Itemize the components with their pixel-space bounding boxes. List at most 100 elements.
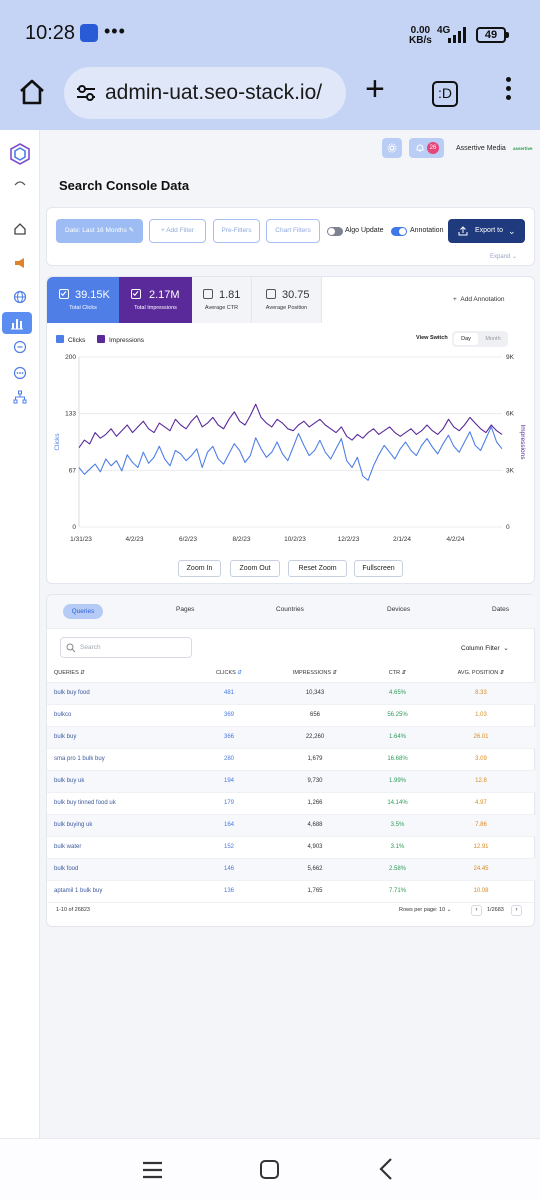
average-position-label: Average Position [265, 305, 308, 311]
more-icon[interactable] [13, 366, 27, 380]
cell-query[interactable]: bulk buy uk [47, 770, 197, 793]
search-placeholder: Search [80, 644, 101, 651]
tab-dates[interactable]: Dates [492, 606, 509, 613]
legend-clicks[interactable]: Clicks [56, 335, 85, 344]
table-row[interactable]: aptamil 1 bulk buy 136 1,765 7.71% 10.08 [47, 880, 536, 903]
series-line-clicks[interactable] [78, 426, 503, 481]
home-icon[interactable] [17, 77, 47, 107]
x-tick-label: 1/31/23 [70, 536, 92, 543]
table-row[interactable]: sma pro 1 bulk buy 280 1,679 16.68% 3.09 [47, 748, 536, 771]
expand-button[interactable]: Expand ⌄ [490, 254, 518, 260]
cell-impressions: 4,903 [261, 836, 369, 859]
tab-countries[interactable]: Countries [276, 606, 304, 613]
table-row[interactable]: bulk food 146 5,662 2.58% 24.45 [47, 858, 536, 881]
checkbox-unchecked-icon [203, 289, 213, 299]
date-range-button[interactable]: Date: Last 16 Months ✎ [56, 219, 143, 243]
table-row[interactable]: bulk water 152 4,903 3.1% 12.91 [47, 836, 536, 859]
algo-update-toggle[interactable] [327, 227, 343, 236]
add-filter-button[interactable]: + Add Filter [149, 219, 206, 243]
zoom-in-button[interactable]: Zoom In [178, 560, 221, 577]
browser-menu-icon[interactable] [506, 77, 514, 104]
settings-button[interactable] [382, 138, 402, 158]
rows-per-page-select[interactable]: Rows per page: 10 ⌄ [399, 907, 452, 913]
fullscreen-button[interactable]: Fullscreen [354, 560, 403, 577]
table-row[interactable]: bulk buying uk 164 4,688 3.5% 7.86 [47, 814, 536, 837]
cell-avg-position: 12.91 [426, 836, 536, 859]
col-clicks[interactable]: CLICKS ⇵ [197, 664, 261, 683]
prev-page-button[interactable]: ‹ [471, 905, 482, 916]
android-nav-bar [0, 1138, 540, 1200]
url-text[interactable]: admin-uat.seo-stack.io/ [105, 81, 323, 104]
cell-avg-position: 24.45 [426, 858, 536, 881]
y-left-tick-label: 133 [65, 411, 76, 418]
notifications-button[interactable]: 26 [409, 138, 444, 158]
tab-devices[interactable]: Devices [387, 606, 411, 613]
cell-query[interactable]: bulk buying uk [47, 814, 197, 837]
tab-pages[interactable]: Pages [176, 606, 195, 613]
cell-avg-position: 10.08 [426, 880, 536, 903]
table-row[interactable]: bulkco 369 656 56.25% 1.03 [47, 704, 536, 727]
chart-filters-button[interactable]: Chart Filters [266, 219, 320, 243]
metric-total-impressions[interactable]: 2.17M Total Impressions [119, 277, 192, 323]
reset-zoom-button[interactable]: Reset Zoom [288, 560, 347, 577]
metric-average-position[interactable]: 30.75 Average Position [252, 277, 322, 323]
cell-avg-position: 1.03 [426, 704, 536, 727]
metric-total-clicks[interactable]: 39.15K Total Clicks [47, 277, 119, 323]
cell-query[interactable]: bulkco [47, 704, 197, 727]
address-bar[interactable]: admin-uat.seo-stack.io/ [64, 67, 346, 119]
cell-query[interactable]: aptamil 1 bulk buy [47, 880, 197, 903]
site-settings-icon[interactable] [76, 84, 96, 102]
search-input[interactable]: Search [60, 637, 192, 658]
next-page-button[interactable]: › [511, 905, 522, 916]
app-logo-icon[interactable] [10, 143, 30, 165]
view-month-button[interactable]: Month [485, 336, 501, 342]
bell-icon [416, 144, 424, 152]
cell-ctr: 3.5% [369, 814, 426, 837]
zoom-out-button[interactable]: Zoom Out [230, 560, 280, 577]
home-button-icon[interactable] [260, 1160, 279, 1179]
col-impressions-label: IMPRESSIONS [292, 669, 332, 676]
tab-switcher-icon[interactable]: :D [432, 81, 458, 107]
table-row[interactable]: bulk buy food 481 10,343 4.65% 8.33 [47, 682, 536, 705]
col-avg-position[interactable]: AVG. POSITION ⇵ [426, 664, 536, 683]
series-line-impressions[interactable] [78, 403, 503, 449]
tab-queries[interactable]: Queries [63, 604, 103, 619]
col-queries[interactable]: QUERIES ⇵ [47, 664, 197, 683]
cell-query[interactable]: bulk water [47, 836, 197, 859]
pre-filters-button[interactable]: Pre-Filters [213, 219, 260, 243]
view-switch: Day Month [452, 331, 508, 347]
annotation-toggle[interactable] [391, 227, 407, 236]
cell-query[interactable]: bulk food [47, 858, 197, 881]
globe-icon[interactable] [13, 290, 27, 304]
new-tab-icon[interactable]: + [365, 70, 385, 108]
list-icon[interactable] [13, 340, 27, 354]
cell-query[interactable]: bulk buy food [47, 682, 197, 705]
col-queries-label: QUERIES [54, 669, 79, 676]
add-annotation-button[interactable]: + Add Annotation [453, 296, 505, 303]
user-name[interactable]: Assertive Media [456, 145, 506, 152]
table-row[interactable]: bulk buy uk 194 9,730 1.99% 12.8 [47, 770, 536, 793]
table-row[interactable]: bulk buy tinned food uk 179 1,266 14.14% 4.9… [47, 792, 536, 815]
col-impressions[interactable]: IMPRESSIONS ⇵ [261, 664, 369, 683]
view-day-button[interactable]: Day [454, 333, 478, 345]
add-filter-label: Add Filter [166, 227, 195, 234]
line-chart[interactable]: 0 0 67 3K 133 6K 200 9K Clicks Impressions 1/31/23… [47, 349, 536, 555]
column-filter-button[interactable]: Column Filter ⌄ [461, 645, 509, 652]
col-ctr[interactable]: CTR ⇵ [369, 664, 426, 683]
cell-query[interactable]: bulk buy tinned food uk [47, 792, 197, 815]
metric-average-ctr[interactable]: 1.81 Average CTR [192, 277, 252, 323]
cell-query[interactable]: bulk buy [47, 726, 197, 749]
recent-apps-icon[interactable] [143, 1161, 162, 1179]
back-icon[interactable] [379, 1158, 393, 1180]
add-annotation-label: Add Annotation [460, 296, 505, 303]
table-row[interactable]: bulk buy 366 22,260 1.64% 26.01 [47, 726, 536, 749]
export-button[interactable]: Export to ⌄ [448, 219, 525, 243]
home-icon[interactable] [13, 222, 27, 236]
megaphone-icon[interactable] [13, 256, 27, 270]
sitemap-icon[interactable] [13, 390, 27, 404]
legend-impressions[interactable]: Impressions [97, 335, 144, 344]
cell-query[interactable]: sma pro 1 bulk buy [47, 748, 197, 771]
sidebar-item-search-console[interactable] [2, 312, 32, 334]
cell-clicks: 136 [197, 880, 261, 903]
cell-ctr: 3.1% [369, 836, 426, 859]
